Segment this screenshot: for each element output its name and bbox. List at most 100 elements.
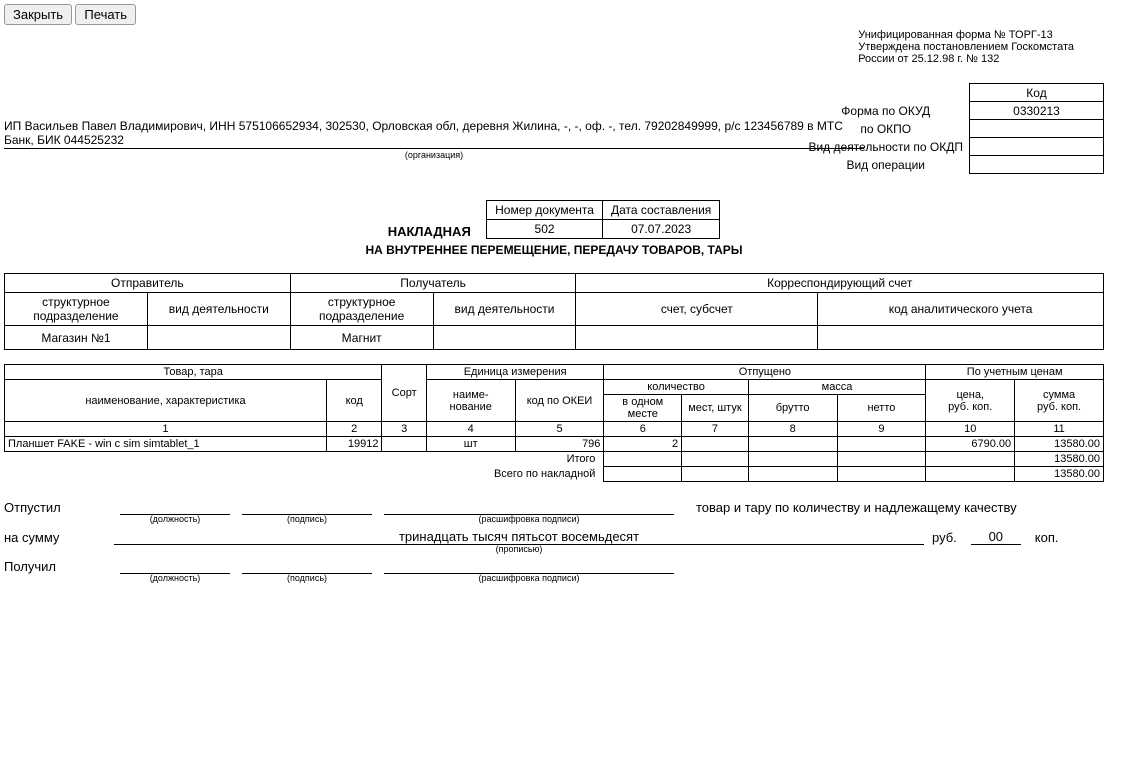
close-button[interactable]: Закрыть — [4, 4, 72, 25]
mass-header: масса — [748, 380, 926, 395]
rub-label: руб. — [932, 530, 957, 545]
sender-struct-label: структурное подразделение — [5, 293, 148, 326]
col-num: 3 — [382, 422, 426, 437]
oper-value — [970, 156, 1104, 174]
item-brutto — [748, 437, 837, 452]
form-info: Унифицированная форма № ТОРГ-13 Утвержде… — [858, 29, 1074, 65]
unit-header: Единица измерения — [426, 365, 604, 380]
item-price: 6790.00 — [926, 437, 1015, 452]
item-sum: 13580.00 — [1015, 437, 1104, 452]
form-info-line: Унифицированная форма № ТОРГ-13 — [858, 29, 1074, 41]
item-okei: 796 — [515, 437, 604, 452]
col-num: 5 — [515, 422, 604, 437]
okpo-label: по ОКПО — [807, 120, 969, 138]
receiver-activity-value — [433, 326, 576, 350]
sum-caption: (прописью) — [114, 544, 924, 554]
received-label: Получил — [4, 559, 114, 574]
sender-value: Магазин №1 — [5, 326, 148, 350]
vsego-label: Всего по накладной — [5, 467, 604, 482]
code-block: Код Форма по ОКУД0330213 по ОКПО Вид дея… — [807, 83, 1104, 174]
sum-label: на сумму — [4, 530, 114, 545]
form-info-line: России от 25.12.98 г. № 132 — [858, 53, 1074, 65]
docdate-value: 07.07.2023 — [602, 220, 719, 239]
tovar-header: Товар, тара — [5, 365, 382, 380]
okud-value: 0330213 — [970, 102, 1104, 120]
vsego-sum: 13580.00 — [1015, 467, 1104, 482]
doc-subtitle: НА ВНУТРЕННЕЕ ПЕРЕМЕЩЕНИЕ, ПЕРЕДАЧУ ТОВА… — [4, 243, 1104, 257]
col-num: 11 — [1015, 422, 1104, 437]
fullname-caption: (расшифровка подписи) — [384, 514, 674, 524]
docdate-header: Дата составления — [602, 201, 719, 220]
item-unit: шт — [426, 437, 515, 452]
okpo-value — [970, 120, 1104, 138]
corr-header: Корреспондирующий счет — [576, 274, 1104, 293]
signatures: Отпустил (должность) (подпись) (расшифро… — [4, 500, 1104, 574]
item-one-place: 2 — [604, 437, 682, 452]
position-caption: (должность) — [120, 514, 230, 524]
code-header: Код — [970, 84, 1104, 102]
col-num: 8 — [748, 422, 837, 437]
organization-block: ИП Васильев Павел Владимирович, ИНН 5751… — [4, 29, 864, 160]
qty-header: количество — [604, 380, 748, 395]
sender-activity-label: вид деятельности — [147, 293, 290, 326]
title-block: НАКЛАДНАЯ Номер документа Дата составлен… — [4, 200, 1104, 257]
account-value — [576, 326, 818, 350]
sum-header: сумма руб. коп. — [1015, 380, 1104, 422]
okdp-label: Вид деятельности по ОКДП — [807, 138, 969, 156]
sender-header: Отправитель — [5, 274, 291, 293]
receiver-header: Получатель — [290, 274, 576, 293]
netto-header: нетто — [837, 395, 926, 422]
itogo-sum: 13580.00 — [1015, 452, 1104, 467]
item-code: 19912 — [326, 437, 381, 452]
col-num: 6 — [604, 422, 682, 437]
toolbar: Закрыть Печать — [0, 0, 1123, 29]
col-num: 7 — [682, 422, 749, 437]
receiver-activity-label: вид деятельности — [433, 293, 576, 326]
brutto-header: брутто — [748, 395, 837, 422]
name-header: наименование, характеристика — [5, 380, 327, 422]
one-place-header: в одном месте — [604, 395, 682, 422]
col-num: 10 — [926, 422, 1015, 437]
kop-label: коп. — [1035, 530, 1059, 545]
item-name: Планшет FAKE - win c sim simtablet_1 — [5, 437, 327, 452]
oper-label: Вид операции — [807, 156, 969, 174]
item-netto — [837, 437, 926, 452]
item-places — [682, 437, 749, 452]
receiver-value: Магнит — [290, 326, 433, 350]
okdp-value — [970, 138, 1104, 156]
sender-activity-value — [147, 326, 290, 350]
signature-caption: (подпись) — [242, 514, 372, 524]
docnum-value: 502 — [487, 220, 603, 239]
released-label: Отпустил — [4, 500, 114, 515]
form-info-line: Утверждена постановлением Госкомстата — [858, 41, 1074, 53]
code-header2: код — [326, 380, 381, 422]
receiver-struct-label: структурное подразделение — [290, 293, 433, 326]
col-num: 4 — [426, 422, 515, 437]
organization-caption: (организация) — [4, 150, 864, 160]
document: Унифицированная форма № ТОРГ-13 Утвержде… — [4, 29, 1104, 574]
organization-text: ИП Васильев Павел Владимирович, ИНН 5751… — [4, 119, 864, 149]
kop-value: 00 — [989, 529, 1003, 544]
unit-name-header: наиме- нование — [426, 380, 515, 422]
price-group-header: По учетным ценам — [926, 365, 1104, 380]
fullname-caption: (расшифровка подписи) — [384, 573, 674, 583]
position-caption: (должность) — [120, 573, 230, 583]
anal-value — [818, 326, 1104, 350]
col-num: 9 — [837, 422, 926, 437]
okei-header: код по ОКЕИ — [515, 380, 604, 422]
goods-table: Товар, тара Сорт Единица измерения Отпущ… — [4, 364, 1104, 482]
signature-caption: (подпись) — [242, 573, 372, 583]
col-num: 1 — [5, 422, 327, 437]
anal-label: код аналитического учета — [818, 293, 1104, 326]
places-header: мест, штук — [682, 395, 749, 422]
okud-label: Форма по ОКУД — [807, 102, 969, 120]
released-tail: товар и тару по количеству и надлежащему… — [696, 500, 1017, 515]
price-header: цена, руб. коп. — [926, 380, 1015, 422]
docnum-header: Номер документа — [487, 201, 603, 220]
released-header: Отпущено — [604, 365, 926, 380]
account-label: счет, субсчет — [576, 293, 818, 326]
table-row: Планшет FAKE - win c sim simtablet_1 199… — [5, 437, 1104, 452]
print-button[interactable]: Печать — [75, 4, 136, 25]
doc-title: НАКЛАДНАЯ — [388, 224, 471, 239]
parties-table: Отправитель Получатель Корреспондирующий… — [4, 273, 1104, 350]
